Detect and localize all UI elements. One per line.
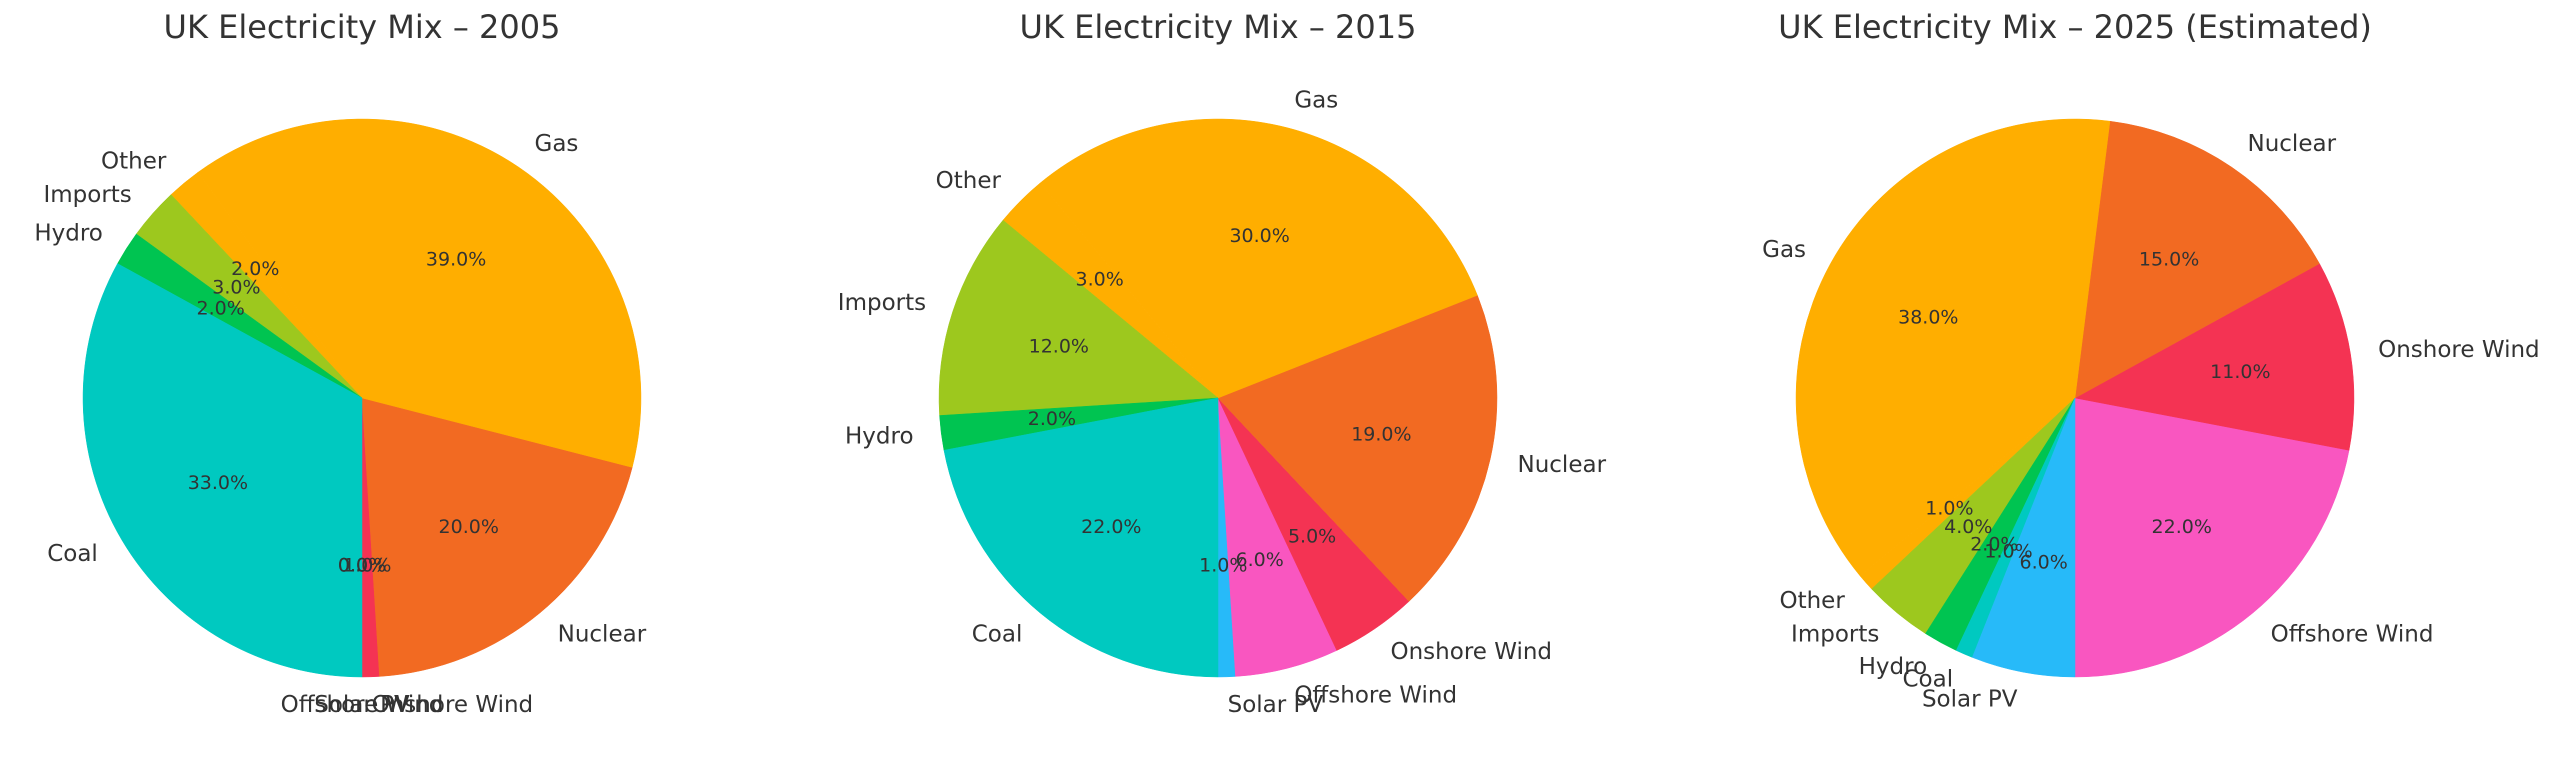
- slice-value-onshore-wind: 5.0%: [1288, 525, 1336, 547]
- slice-gas: [1039, 118, 1478, 399]
- slice-label-hydro: Hydro: [1859, 654, 1928, 680]
- slice-label-solar-pv: Solar PV: [1922, 686, 2018, 712]
- chart-title-2005: UK Electricity Mix – 2005: [164, 8, 561, 46]
- slice-value-hydro: 2.0%: [1028, 408, 1076, 430]
- chart-title-2025: UK Electricity Mix – 2025 (Estimated): [1778, 8, 2372, 46]
- slice-nuclear: [1217, 294, 1498, 602]
- slice-value-other: 1.0%: [1925, 498, 1973, 520]
- slice-gas: [197, 118, 642, 468]
- slice-value-imports: 12.0%: [1029, 335, 1089, 357]
- slice-label-imports: Imports: [838, 290, 926, 316]
- slice-value-offshore-wind: 0.0%: [338, 554, 386, 576]
- slice-label-solar-pv: Solar PV: [1228, 692, 1324, 718]
- slice-value-imports: 3.0%: [212, 276, 260, 298]
- slice-value-hydro: 2.0%: [1970, 534, 2018, 556]
- slice-label-coal: Coal: [1902, 667, 1953, 693]
- slice-label-nuclear: Nuclear: [558, 621, 647, 647]
- slice-label-imports: Imports: [43, 182, 131, 208]
- slice-label-offshore-wind: Offshore Wind: [2271, 621, 2434, 647]
- slice-label-offshore-wind: Offshore Wind: [281, 692, 444, 718]
- slice-label-solar-pv: Solar PV: [314, 692, 410, 718]
- slice-imports: [938, 219, 1219, 416]
- slice-label-hydro: Hydro: [845, 423, 914, 449]
- slice-label-coal: Coal: [47, 541, 98, 567]
- slice-label-onshore-wind: Onshore Wind: [2378, 337, 2540, 363]
- slice-onshore-wind: [2074, 263, 2355, 451]
- slice-value-gas: 38.0%: [1898, 306, 1958, 328]
- slice-value-coal: 33.0%: [188, 472, 248, 494]
- slice-offshore-wind: [2074, 397, 2350, 678]
- slice-value-gas: 30.0%: [1229, 225, 1289, 247]
- slice-value-gas: 39.0%: [426, 249, 486, 271]
- slice-label-gas: Gas: [1762, 237, 1806, 263]
- slice-label-other: Other: [101, 149, 167, 175]
- slice-label-gas: Gas: [535, 131, 579, 157]
- slice-label-nuclear: Nuclear: [1518, 452, 1607, 478]
- slice-label-coal: Coal: [972, 621, 1023, 647]
- slice-value-hydro: 2.0%: [197, 297, 245, 319]
- slice-value-coal: 22.0%: [1081, 516, 1141, 538]
- slice-label-other: Other: [936, 168, 1002, 194]
- slice-value-nuclear: 15.0%: [2139, 249, 2199, 271]
- slice-nuclear: [361, 397, 633, 677]
- slice-value-imports: 4.0%: [1944, 516, 1992, 538]
- slice-value-onshore-wind: 11.0%: [2210, 361, 2270, 383]
- pie-chart-2025: UK Electricity Mix – 2025 (Estimated) Of…: [1762, 8, 2539, 712]
- slice-label-other: Other: [1779, 588, 1845, 614]
- slice-value-offshore-wind: 6.0%: [1235, 549, 1283, 571]
- slice-label-nuclear: Nuclear: [2248, 131, 2337, 157]
- slice-nuclear: [2074, 120, 2320, 399]
- slice-label-gas: Gas: [1294, 88, 1338, 114]
- pie-chart-2005: UK Electricity Mix – 2005 Solar PV 0.0% Of…: [34, 8, 646, 718]
- pie-chart-2015: UK Electricity Mix – 2015 Solar PV 1.0% Of…: [838, 8, 1607, 718]
- slice-value-other: 3.0%: [1075, 269, 1123, 291]
- slice-value-nuclear: 20.0%: [439, 516, 499, 538]
- slice-label-hydro: Hydro: [34, 221, 103, 247]
- slice-label-offshore-wind: Offshore Wind: [1294, 682, 1457, 708]
- slice-value-nuclear: 19.0%: [1351, 424, 1411, 446]
- slice-label-imports: Imports: [1791, 621, 1879, 647]
- slice-label-onshore-wind: Onshore Wind: [1391, 639, 1553, 665]
- slice-coal: [82, 263, 363, 678]
- slice-value-solar-pv: 1.0%: [1199, 554, 1247, 576]
- slice-value-other: 2.0%: [231, 258, 279, 280]
- slice-value-coal: 1.0%: [1984, 541, 2032, 563]
- slice-solar-pv: [1971, 397, 2076, 678]
- slice-value-solar-pv: 6.0%: [2019, 551, 2067, 573]
- slice-value-onshore-wind: 1.0%: [343, 554, 391, 576]
- slice-value-solar-pv: 0.0%: [338, 554, 386, 576]
- slice-gas: [1795, 118, 2111, 577]
- slice-coal: [943, 397, 1219, 678]
- chart-title-2015: UK Electricity Mix – 2015: [1020, 8, 1417, 46]
- slice-label-onshore-wind: Onshore Wind: [372, 692, 534, 718]
- slice-value-offshore-wind: 22.0%: [2152, 516, 2212, 538]
